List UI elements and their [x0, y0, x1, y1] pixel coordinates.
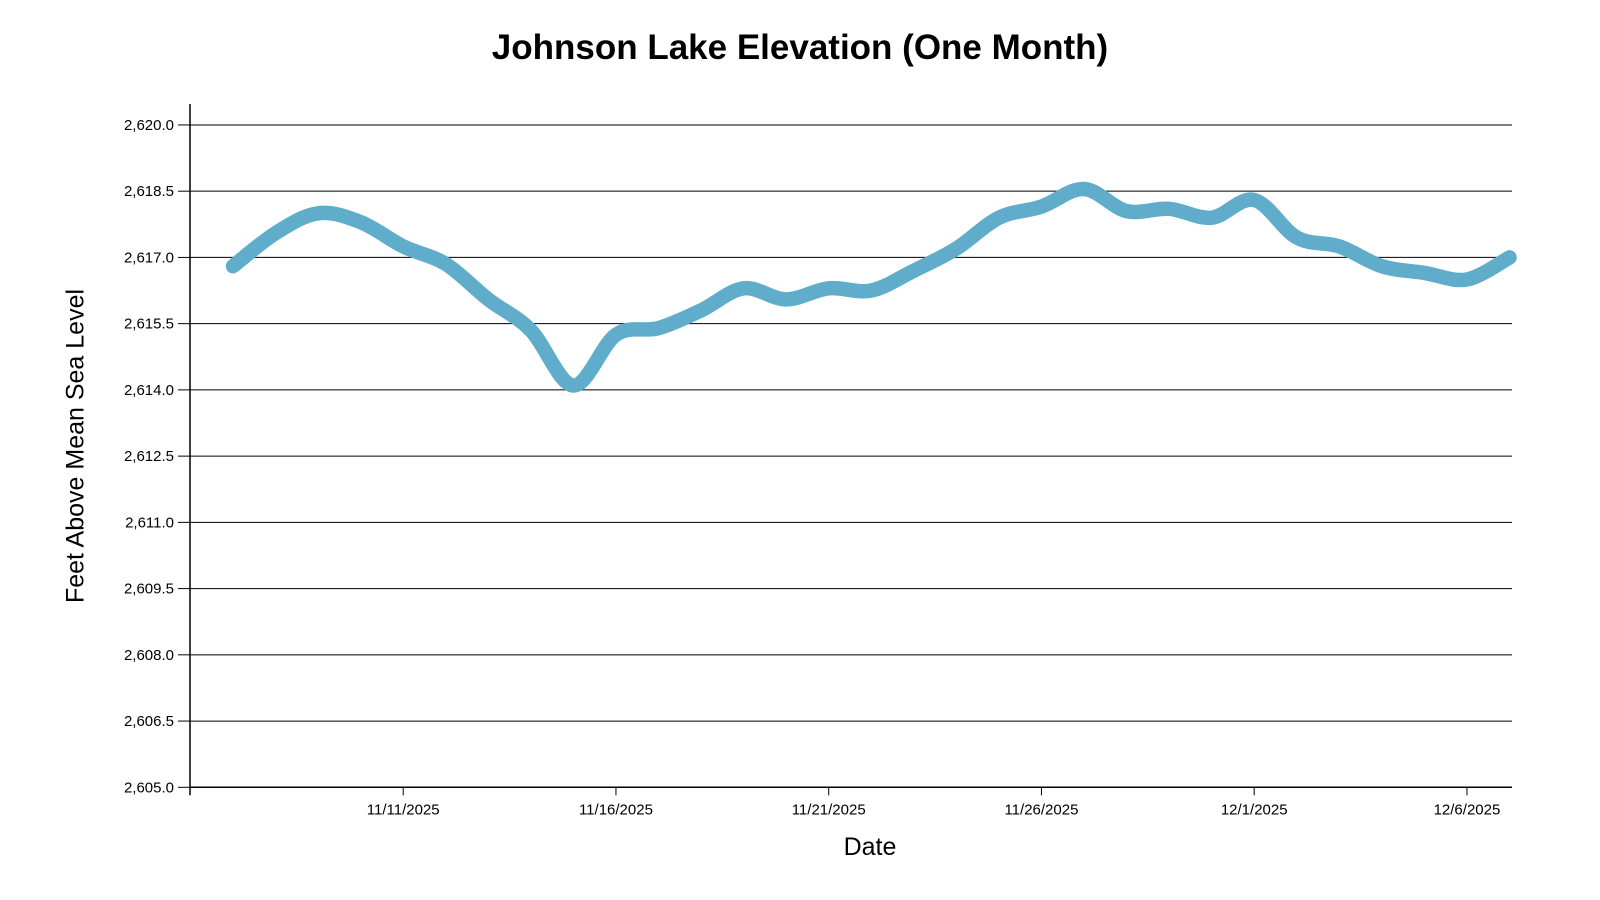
- x-tick-label: 11/16/2025: [579, 801, 653, 818]
- x-tick-label: 12/6/2025: [1434, 801, 1501, 818]
- x-tick-label: 11/26/2025: [1004, 801, 1078, 818]
- x-tick-label: 12/1/2025: [1221, 801, 1288, 818]
- x-axis-title: Date: [843, 833, 897, 861]
- y-tick-label: 2,618.5: [124, 183, 174, 200]
- y-tick-label: 2,606.5: [124, 713, 174, 730]
- y-tick-label: 2,614.0: [124, 382, 174, 399]
- y-tick-label: 2,617.0: [124, 249, 174, 266]
- x-tick-label: 11/11/2025: [367, 801, 440, 818]
- chart-title: Johnson Lake Elevation (One Month): [491, 28, 1109, 67]
- y-tick-label: 2,611.0: [125, 514, 174, 531]
- y-tick-label: 2,620.0: [124, 117, 174, 134]
- y-tick-label: 2,615.5: [124, 316, 174, 333]
- y-tick-label: 2,612.5: [124, 448, 174, 465]
- y-tick-label: 2,609.5: [124, 581, 174, 598]
- x-tick-label: 11/21/2025: [792, 801, 866, 818]
- y-tick-label: 2,608.0: [124, 647, 174, 664]
- y-tick-label: 2,605.0: [124, 779, 174, 796]
- elevation-line: [225, 181, 1517, 393]
